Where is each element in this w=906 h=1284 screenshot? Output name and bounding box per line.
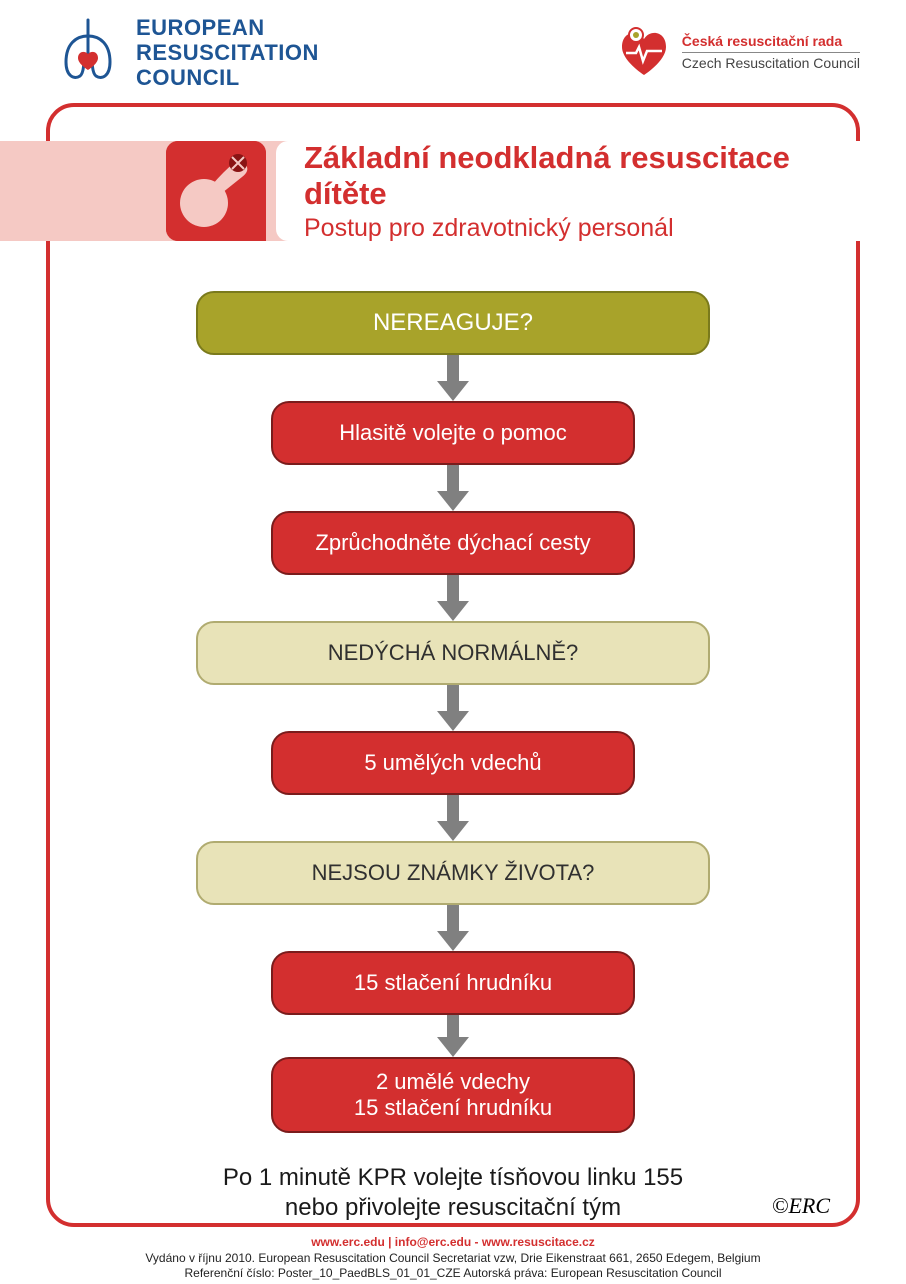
flow-node-label: Hlasitě volejte o pomoc bbox=[339, 420, 566, 446]
flow-node-label2: 15 stlačení hrudníku bbox=[354, 1095, 552, 1121]
flow-arrow bbox=[437, 575, 469, 621]
flow-node-label: 15 stlačení hrudníku bbox=[354, 970, 552, 996]
lungs-icon bbox=[54, 14, 122, 91]
flow-arrow bbox=[437, 355, 469, 401]
flow-node-label: NEJSOU ZNÁMKY ŽIVOTA? bbox=[312, 860, 595, 886]
title-text-box: Základní neodkladná resuscitace dítěte P… bbox=[276, 141, 906, 241]
flow-node-label: NEREAGUJE? bbox=[373, 309, 533, 338]
flow-arrow bbox=[437, 1015, 469, 1057]
main-frame: Základní neodkladná resuscitace dítěte P… bbox=[46, 103, 860, 1227]
header-bar: EUROPEAN RESUSCITATION COUNCIL Česká res… bbox=[0, 0, 906, 97]
erc-logo-text: EUROPEAN RESUSCITATION COUNCIL bbox=[136, 15, 319, 91]
flow-node-n8: 2 umělé vdechy15 stlačení hrudníku bbox=[271, 1057, 635, 1133]
flow-node-label: NEDÝCHÁ NORMÁLNĚ? bbox=[328, 640, 579, 666]
erc-line1: EUROPEAN bbox=[136, 15, 319, 40]
flow-node-n7: 15 stlačení hrudníku bbox=[271, 951, 635, 1015]
crr-cz: Česká resuscitační rada bbox=[682, 33, 860, 51]
bottom-line1: Po 1 minutě KPR volejte tísňovou linku 1… bbox=[50, 1163, 856, 1193]
flow-arrow bbox=[437, 905, 469, 951]
flow-arrow bbox=[437, 685, 469, 731]
title-main: Základní neodkladná resuscitace dítěte bbox=[304, 140, 878, 212]
erc-signature: ©ERC bbox=[772, 1193, 830, 1219]
flow-node-label: 5 umělých vdechů bbox=[364, 750, 541, 776]
flow-node-n2: Hlasitě volejte o pomoc bbox=[271, 401, 635, 465]
erc-line3: COUNCIL bbox=[136, 65, 319, 90]
title-band: Základní neodkladná resuscitace dítěte P… bbox=[0, 141, 906, 241]
bottom-line2: nebo přivolejte resuscitační tým bbox=[50, 1193, 856, 1223]
flow-arrow bbox=[437, 795, 469, 841]
flow-node-label: 2 umělé vdechy bbox=[376, 1069, 530, 1095]
flow-node-n4: NEDÝCHÁ NORMÁLNĚ? bbox=[196, 621, 710, 685]
title-sub: Postup pro zdravotnický personál bbox=[304, 214, 878, 243]
flow-arrow bbox=[437, 465, 469, 511]
flow-node-n3: Zprůchodněte dýchací cesty bbox=[271, 511, 635, 575]
flowchart: NEREAGUJE? Hlasitě volejte o pomoc Zprůcho… bbox=[50, 291, 856, 1133]
title-illustration bbox=[166, 141, 266, 241]
flow-node-n1: NEREAGUJE? bbox=[196, 291, 710, 355]
crr-en: Czech Resuscitation Council bbox=[682, 55, 860, 73]
heart-icon bbox=[614, 21, 674, 84]
crr-logo: Česká resuscitační rada Czech Resuscitat… bbox=[614, 21, 860, 84]
bottom-instruction: Po 1 minutě KPR volejte tísňovou linku 1… bbox=[50, 1163, 856, 1223]
footer-line3: Referenční číslo: Poster_10_PaedBLS_01_0… bbox=[0, 1266, 906, 1282]
crr-logo-text: Česká resuscitační rada Czech Resuscitat… bbox=[682, 33, 860, 73]
flow-node-n6: NEJSOU ZNÁMKY ŽIVOTA? bbox=[196, 841, 710, 905]
erc-logo: EUROPEAN RESUSCITATION COUNCIL bbox=[54, 14, 319, 91]
footer-line2: Vydáno v říjnu 2010. European Resuscitat… bbox=[0, 1251, 906, 1267]
erc-line2: RESUSCITATION bbox=[136, 40, 319, 65]
flow-node-label: Zprůchodněte dýchací cesty bbox=[315, 530, 590, 556]
footer-links: www.erc.edu | info@erc.edu - www.resusci… bbox=[0, 1235, 906, 1251]
footer: www.erc.edu | info@erc.edu - www.resusci… bbox=[0, 1235, 906, 1282]
flow-node-n5: 5 umělých vdechů bbox=[271, 731, 635, 795]
